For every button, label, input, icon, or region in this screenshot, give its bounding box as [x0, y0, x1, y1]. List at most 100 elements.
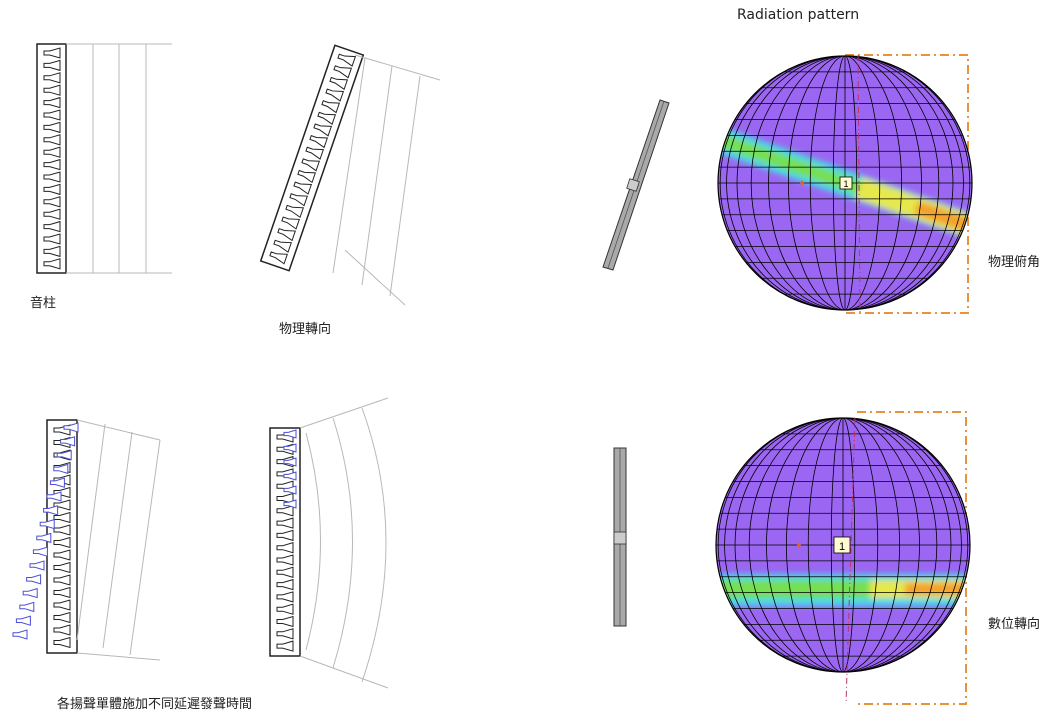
speaker-cone-icon	[53, 624, 71, 636]
delayed-speaker-icon	[63, 422, 79, 433]
speaker-cone-icon	[53, 599, 71, 611]
speaker-cone-icon	[305, 146, 325, 160]
delayed-speaker-icon	[60, 436, 76, 447]
radiation-sphere-digital-steering: 1	[715, 411, 971, 705]
label-physical-tilt: 物理俯角	[988, 255, 1041, 270]
speaker-cone-icon	[285, 204, 305, 219]
speaker-cone-icon	[43, 245, 61, 258]
speaker-cone-icon	[43, 233, 61, 245]
speaker-cone-icon	[333, 65, 353, 79]
wavefront-line	[344, 249, 406, 306]
label-column: 音柱	[30, 296, 57, 311]
speaker-cone-icon	[53, 586, 71, 599]
speaker-cone-icon	[53, 636, 71, 649]
axis-line	[857, 54, 861, 314]
speaker-cone-icon	[325, 88, 345, 102]
speaker-cone-icon	[53, 574, 71, 586]
speaker-cone-icon	[43, 220, 61, 233]
speaker-cone-icon	[53, 524, 71, 536]
speaker-cone-icon	[276, 628, 294, 640]
wavefront-line	[299, 397, 389, 429]
delayed-speaker-icon	[19, 601, 35, 613]
speaker-cone-icon	[276, 578, 294, 591]
position-marker: 1	[839, 176, 853, 190]
wavefront-line	[76, 419, 161, 441]
delayed-speaker-icon	[283, 471, 297, 481]
speaker-cone-icon	[43, 72, 61, 84]
wavefront-line	[129, 439, 161, 656]
speaker-cone-icon	[43, 183, 61, 196]
speaker-cone-icon	[269, 251, 288, 265]
speaker-cone-icon	[43, 171, 61, 183]
speaker-cone-icon	[53, 561, 71, 574]
wavefront-line	[354, 54, 441, 81]
delayed-speaker-icon	[46, 491, 62, 502]
speaker-cone-icon	[313, 123, 333, 137]
speaker-cone-icon	[43, 121, 61, 134]
upright-column-side-icon	[613, 447, 627, 627]
wavefront-line	[332, 417, 353, 669]
label-physical-steering: 物理轉向	[279, 322, 332, 337]
speaker-cone-icon	[43, 84, 61, 96]
tilted-column-side-icon	[602, 99, 670, 271]
speaker-cone-icon	[277, 228, 296, 242]
chart-title: Radiation pattern	[737, 7, 860, 23]
delayed-speaker-icon	[43, 505, 59, 516]
speaker-cone-icon	[43, 109, 61, 121]
speaker-cone-icon	[276, 640, 294, 652]
speaker-cone-icon	[276, 542, 294, 554]
speaker-cone-icon	[43, 196, 61, 208]
speaker-cone-icon	[317, 111, 337, 125]
speaker-cone-icon	[276, 529, 294, 542]
delayed-speaker-icon	[283, 499, 297, 509]
speaker-cone-icon	[53, 549, 71, 561]
wavefront-line	[305, 432, 321, 651]
speaker-cone-icon	[276, 603, 294, 615]
delayed-speaker-icon	[283, 457, 297, 467]
speaker-cone-icon	[273, 239, 292, 253]
wavefront-line	[299, 655, 389, 689]
delayed-speaker-icon	[32, 546, 48, 557]
label-delay-note: 各揚聲單體施加不同延遲發聲時間	[57, 697, 253, 712]
speaker-cone-icon	[329, 76, 349, 91]
delayed-speaker-icon	[283, 429, 297, 439]
radiation-sphere-physical-tilt: 1	[717, 54, 973, 314]
svg-text:1: 1	[839, 541, 845, 553]
speaker-cone-icon	[276, 517, 294, 529]
speaker-cone-icon	[43, 158, 61, 171]
speaker-cone-icon	[321, 100, 341, 114]
speaker-cone-icon	[43, 134, 61, 146]
speaker-cone-icon	[43, 59, 61, 72]
delayed-speaker-icon	[283, 485, 297, 495]
axis-line	[845, 417, 856, 705]
wavefront-line	[332, 57, 366, 274]
speaker-cone-icon	[276, 615, 294, 628]
wavefront-line	[361, 407, 387, 683]
column-speaker-diagram	[36, 43, 172, 274]
speaker-cone-icon	[43, 47, 61, 59]
delayed-speaker-icon	[15, 615, 31, 626]
delayed-speaker-icon	[283, 443, 297, 453]
wavefront-line	[361, 65, 393, 286]
speaker-cone-icon	[309, 134, 329, 149]
speaker-cone-icon	[276, 566, 294, 578]
delayed-speaker-icon	[12, 629, 28, 640]
speaker-cone-icon	[289, 193, 309, 207]
svg-text:1: 1	[843, 179, 848, 189]
speaker-cone-icon	[297, 169, 317, 184]
curved-wavefront-diagram	[269, 397, 389, 689]
speaker-cone-icon	[276, 505, 294, 517]
wavefront-line	[389, 75, 421, 297]
position-marker: 1	[833, 536, 851, 554]
speaker-cone-icon	[53, 611, 71, 624]
delayed-speaker-icon	[53, 463, 69, 475]
speaker-cone-icon	[281, 216, 301, 230]
wavefront-line	[76, 652, 161, 661]
label-digital-steering: 數位轉向	[988, 617, 1041, 632]
wavefront-line	[102, 431, 133, 649]
speaker-cone-icon	[337, 53, 357, 67]
speaker-cone-icon	[301, 158, 321, 172]
sphere-grid	[716, 418, 970, 672]
delayed-speaker-icon	[29, 560, 45, 571]
